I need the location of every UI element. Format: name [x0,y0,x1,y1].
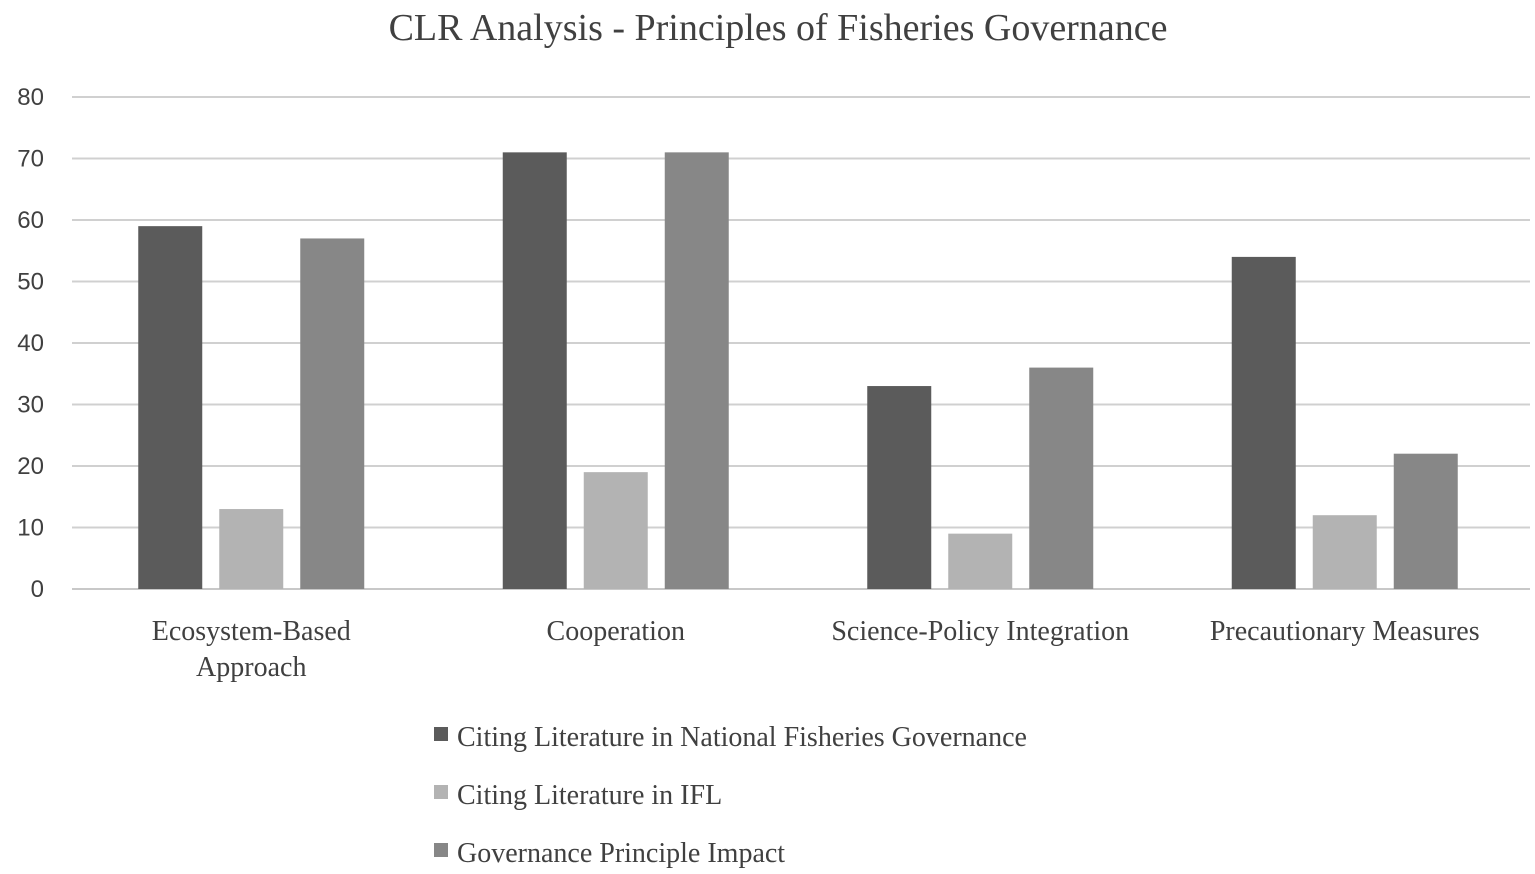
bar-2-2 [583,472,648,589]
y-tick-label: 30 [17,392,44,419]
bars [138,152,1458,589]
y-tick-label: 0 [31,576,44,603]
x-category-label: Ecosystem-Based [152,616,351,647]
x-category-label: Precautionary Measures [1210,616,1480,647]
legend-swatch [434,843,448,857]
x-axis-category-labels: Ecosystem-Based Approach Cooperation Scienc… [152,616,1480,683]
y-axis-tick-labels: 0 10 20 30 40 50 60 70 80 [17,84,44,603]
legend-label: Citing Literature in IFL [457,780,722,811]
chart-title: CLR Analysis - Principles of Fisheries G… [389,7,1168,49]
x-category-label: Cooperation [547,616,685,647]
legend: Citing Literature in National Fisheries … [434,722,1027,869]
bar-2-3 [948,533,1013,589]
bar-1-1 [138,226,203,589]
bar-3-2 [664,152,729,589]
y-tick-label: 50 [17,269,44,296]
bar-1-2 [502,152,567,589]
x-category-label: Approach [196,652,306,683]
bar-1-4 [1231,256,1296,589]
y-tick-label: 10 [17,515,44,542]
legend-label: Governance Principle Impact [457,838,785,869]
legend-label: Citing Literature in National Fisheries … [457,722,1027,753]
y-tick-label: 70 [17,146,44,173]
y-tick-label: 20 [17,453,44,480]
bar-1-3 [867,386,932,589]
bar-2-1 [219,509,284,589]
bar-2-4 [1312,515,1377,589]
bar-3-4 [1393,453,1458,589]
gridlines [72,96,1530,590]
legend-swatch [434,727,448,741]
x-category-label: Science-Policy Integration [831,616,1129,647]
bar-3-3 [1029,367,1094,589]
y-tick-label: 60 [17,207,44,234]
legend-swatch [434,785,448,799]
y-tick-label: 80 [17,84,44,111]
y-tick-label: 40 [17,330,44,357]
bar-3-1 [300,238,365,589]
